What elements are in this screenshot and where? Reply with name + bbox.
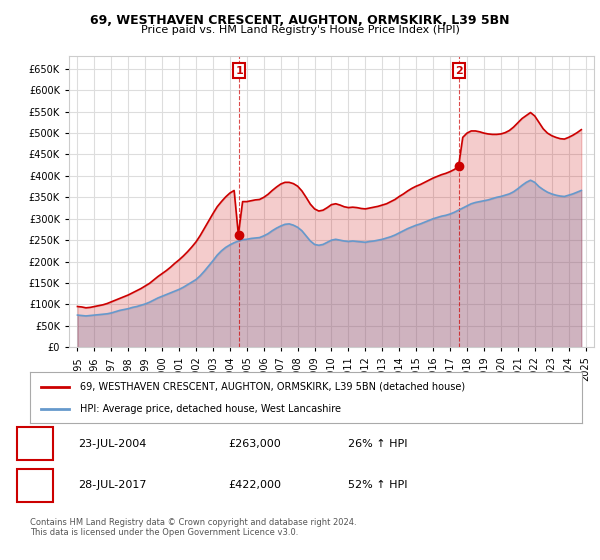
Text: 28-JUL-2017: 28-JUL-2017 [78,480,146,491]
FancyBboxPatch shape [17,427,53,460]
Text: 23-JUL-2004: 23-JUL-2004 [78,438,146,449]
Text: Contains HM Land Registry data © Crown copyright and database right 2024.
This d: Contains HM Land Registry data © Crown c… [30,518,356,538]
FancyBboxPatch shape [17,469,53,502]
Text: 69, WESTHAVEN CRESCENT, AUGHTON, ORMSKIRK, L39 5BN: 69, WESTHAVEN CRESCENT, AUGHTON, ORMSKIR… [90,14,510,27]
Text: 69, WESTHAVEN CRESCENT, AUGHTON, ORMSKIRK, L39 5BN (detached house): 69, WESTHAVEN CRESCENT, AUGHTON, ORMSKIR… [80,381,465,391]
Text: £422,000: £422,000 [228,480,281,491]
Text: 2: 2 [31,480,38,491]
Text: Price paid vs. HM Land Registry's House Price Index (HPI): Price paid vs. HM Land Registry's House … [140,25,460,35]
Text: 26% ↑ HPI: 26% ↑ HPI [348,438,407,449]
Text: 1: 1 [31,438,38,449]
Text: HPI: Average price, detached house, West Lancashire: HPI: Average price, detached house, West… [80,404,341,414]
Text: 52% ↑ HPI: 52% ↑ HPI [348,480,407,491]
Text: £263,000: £263,000 [228,438,281,449]
Text: 2: 2 [455,66,463,76]
Text: 1: 1 [235,66,243,76]
